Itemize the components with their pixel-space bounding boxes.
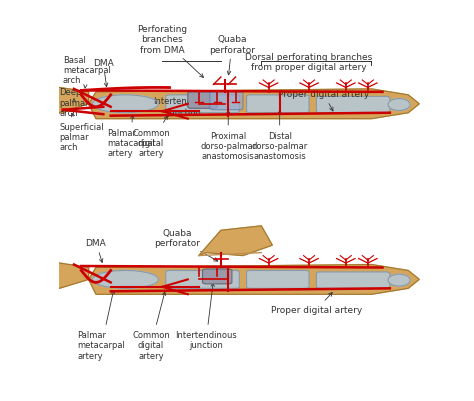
FancyBboxPatch shape — [188, 93, 217, 109]
FancyBboxPatch shape — [166, 95, 239, 113]
Text: DMA: DMA — [86, 239, 106, 263]
Text: DMA: DMA — [93, 59, 114, 87]
Text: Palmar
matacarpal
artery: Palmar matacarpal artery — [107, 115, 155, 158]
Ellipse shape — [388, 99, 410, 111]
Ellipse shape — [388, 275, 410, 286]
Text: Proper digital artery: Proper digital artery — [271, 293, 362, 314]
Polygon shape — [199, 226, 272, 256]
Text: Perforating
branches
from DMA: Perforating branches from DMA — [137, 25, 203, 78]
Text: Common
digital
artery: Common digital artery — [132, 117, 170, 158]
Ellipse shape — [92, 271, 158, 289]
Polygon shape — [55, 105, 74, 115]
Text: Dorsal perforating branches
from proper digital artery: Dorsal perforating branches from proper … — [246, 53, 373, 72]
Text: Deep
palmar
arch: Deep palmar arch — [59, 88, 89, 118]
FancyBboxPatch shape — [316, 272, 390, 289]
FancyBboxPatch shape — [202, 269, 232, 284]
Text: Proximal
dorso-palmar
anastomosis: Proximal dorso-palmar anastomosis — [200, 111, 256, 161]
FancyBboxPatch shape — [316, 97, 390, 113]
Text: Quaba
perforator: Quaba perforator — [209, 35, 255, 76]
Polygon shape — [59, 263, 89, 289]
Text: Quaba
perforator: Quaba perforator — [154, 228, 218, 261]
Text: Proper digital artery: Proper digital artery — [278, 90, 369, 111]
Text: Basal
metacarpal
arch: Basal metacarpal arch — [63, 56, 111, 89]
Ellipse shape — [92, 95, 158, 113]
FancyBboxPatch shape — [166, 271, 239, 289]
Text: Superficial
palmar
arch: Superficial palmar arch — [59, 114, 104, 152]
Text: Common
digital
artery: Common digital artery — [132, 292, 170, 360]
Text: Intertendinous
junction: Intertendinous junction — [175, 284, 237, 350]
Polygon shape — [59, 88, 89, 113]
FancyBboxPatch shape — [246, 271, 309, 289]
FancyBboxPatch shape — [246, 95, 309, 113]
Polygon shape — [89, 265, 419, 295]
Text: Palmar
metacarpal
artery: Palmar metacarpal artery — [78, 291, 126, 360]
Text: Intertendinous
junction: Intertendinous junction — [153, 97, 215, 116]
Polygon shape — [89, 90, 419, 119]
FancyBboxPatch shape — [210, 93, 243, 110]
Text: Distal
dorso-palmar
anastomosis: Distal dorso-palmar anastomosis — [252, 111, 308, 161]
